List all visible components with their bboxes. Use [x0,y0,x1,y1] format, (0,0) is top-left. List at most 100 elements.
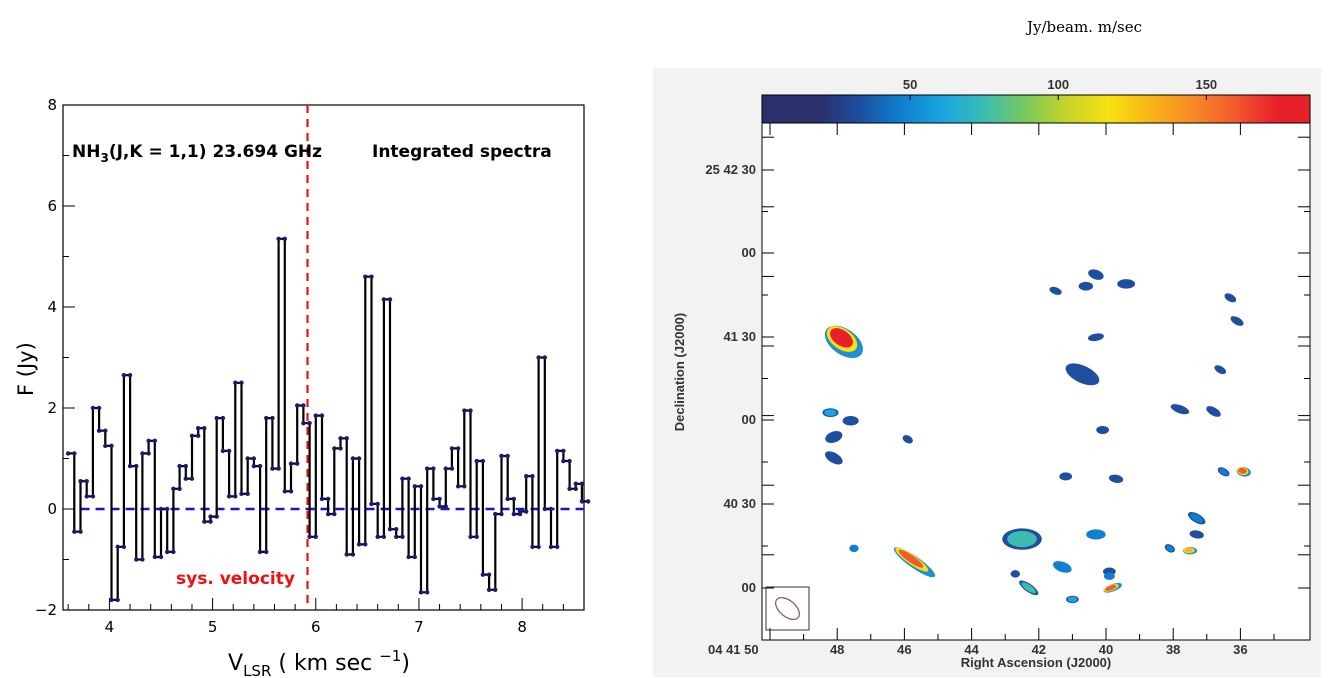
spectrum-point [90,405,96,411]
spectrum-point [573,486,578,491]
spectrum-point [276,466,281,471]
beam-box [765,586,810,631]
spectrum-point [418,590,424,595]
emission-source [825,451,843,465]
spectrum-point [146,451,151,456]
map-x-tick-label: 04 41 50 [708,642,759,657]
spectrum-point [251,456,257,461]
spectrum-point [579,481,585,486]
spectrum-point [121,544,127,550]
source-core [849,544,859,553]
spectrum-point [437,496,442,502]
y-tick-label: 4 [47,298,57,316]
spectrum-point [146,438,151,444]
x-tick-label: 8 [517,618,527,636]
emission-source [1170,404,1190,415]
spectrum-point [350,552,356,557]
spectrum-point [195,433,201,438]
spectrum-point [517,509,523,514]
spectrum-point [462,408,467,413]
colorbar [761,94,1311,124]
map-x-tick-label: 36 [1233,642,1247,657]
map-x-axis-label: Right Ascension (J2000) [961,655,1112,670]
spectrum-point [109,443,114,449]
spectrum-point [387,297,393,302]
spectrum-point [524,473,529,479]
spectrum-point [78,529,83,534]
spectrum-point [325,496,331,502]
source-core [1190,513,1204,523]
spectrum-point [233,380,238,385]
emission-source [1214,365,1227,375]
x-tick-label: 7 [414,618,424,636]
spectrum-point [474,534,479,539]
emission-source [824,325,863,359]
emission-source [1002,528,1042,550]
spectrum-point [171,486,176,491]
spectrum-point [431,466,436,471]
emission-source [1078,281,1094,291]
spectrum-point [245,456,250,461]
spectrum-point [226,494,232,499]
source-core [1230,316,1244,326]
spectrum-point [524,509,529,514]
spectrum-point [294,461,300,466]
emission-source [1066,595,1079,604]
spectrum-point [288,461,294,466]
spectrum-point [121,372,127,378]
spectrum-point [480,572,486,577]
spectrum-point [424,466,430,471]
emission-source [1088,269,1104,280]
emission-source [1087,333,1104,342]
spectrum-point [152,554,158,560]
emission-source [902,435,913,444]
spectrum-point [158,554,164,560]
emission-source [1230,316,1244,326]
spectrum-point [536,355,541,360]
colorbar-gradient [818,95,1276,123]
spectrum-point [567,458,572,464]
spectrum-point [294,403,300,408]
emission-source [1182,546,1198,555]
spectrum-point [226,448,232,454]
spectrum-point [65,451,71,456]
spectrum-point [486,587,492,592]
source-core [1108,474,1124,483]
spectrum-point [499,453,504,459]
spectrum-point [177,486,182,491]
map-plot-frame [761,122,1311,641]
emission-source [849,544,859,553]
spectrum-point [127,463,133,469]
spectrum-point [332,511,337,517]
spectrum-point [103,428,108,433]
spectrum-point [127,372,133,378]
x-tick-label: 5 [208,618,218,636]
spectrum-point [400,476,405,481]
emission-source [1049,286,1062,295]
emission-source [1189,530,1204,539]
map-x-tick-label: 42 [1032,642,1046,657]
colorbar-unit: Jy/beam. m/sec [1025,18,1142,36]
source-core [1088,269,1104,280]
source-core [1053,561,1072,573]
spectrum-point [177,463,182,469]
colorbar-tick-label: 100 [1047,77,1069,92]
spectrum-point [585,499,591,504]
map-y-axis-label: Declination (J2000) [672,313,687,432]
spectrum-point [183,476,188,481]
spectrum-point [202,519,207,524]
spectrum-point [381,534,387,539]
source-core [830,328,853,348]
map-y-tick-label: 40 30 [723,496,756,511]
source-core [1021,582,1036,594]
spectrum-point [220,415,226,421]
spectrum-point [307,420,312,426]
spectrum-point [363,274,368,279]
spectrum-point [115,544,120,550]
emission-source [1108,474,1124,483]
colorbar-high-band [1276,95,1310,123]
emission-source [1065,363,1100,386]
spectrum-point [412,554,418,560]
spectrum-point [443,504,448,509]
